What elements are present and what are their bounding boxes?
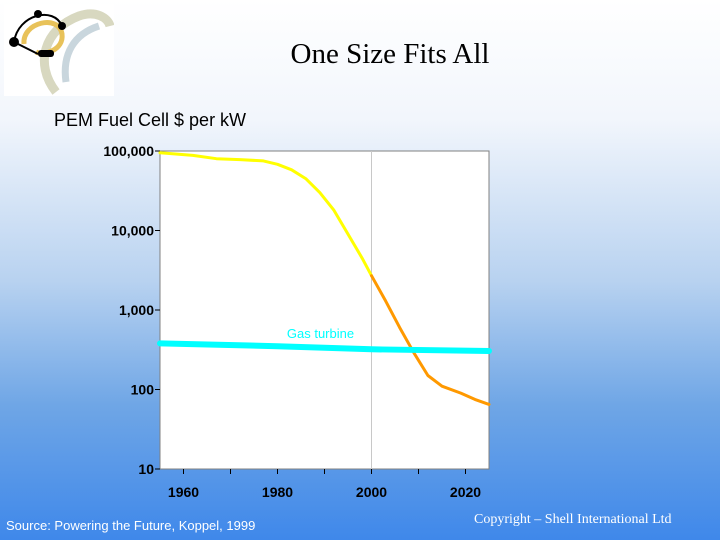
x-tick-label: 1980 bbox=[262, 484, 293, 500]
logo-graphic bbox=[9, 9, 115, 95]
series-line-fuel-cell-projection bbox=[370, 274, 491, 406]
x-tick-label: 1960 bbox=[168, 484, 199, 500]
plot-area: 10 100 1,000 10,000 100,000 1960 1980 2000 2020 G… bbox=[103, 143, 492, 500]
y-tick-label: 1,000 bbox=[119, 302, 154, 318]
x-tick-label: 2020 bbox=[450, 484, 481, 500]
y-tick-label: 10 bbox=[138, 461, 154, 477]
copyright-note: Copyright – Shell International Ltd bbox=[474, 512, 672, 527]
logo bbox=[4, 4, 115, 96]
y-tick-label: 10,000 bbox=[111, 223, 154, 239]
x-tick-label: 2000 bbox=[356, 484, 387, 500]
series-line-gas-turbine bbox=[157, 340, 492, 354]
series-line-fuel-cell-history bbox=[158, 151, 373, 278]
plot-background bbox=[159, 150, 490, 470]
y-tick-label: 100,000 bbox=[103, 143, 154, 159]
y-tick-label: 100 bbox=[131, 382, 155, 398]
slide-title: One Size Fits All bbox=[290, 38, 490, 70]
series-label-gas-turbine: Gas turbine bbox=[287, 326, 354, 341]
chart-title: PEM Fuel Cell $ per kW bbox=[54, 110, 247, 130]
source-note: Source: Powering the Future, Koppel, 199… bbox=[6, 518, 256, 533]
